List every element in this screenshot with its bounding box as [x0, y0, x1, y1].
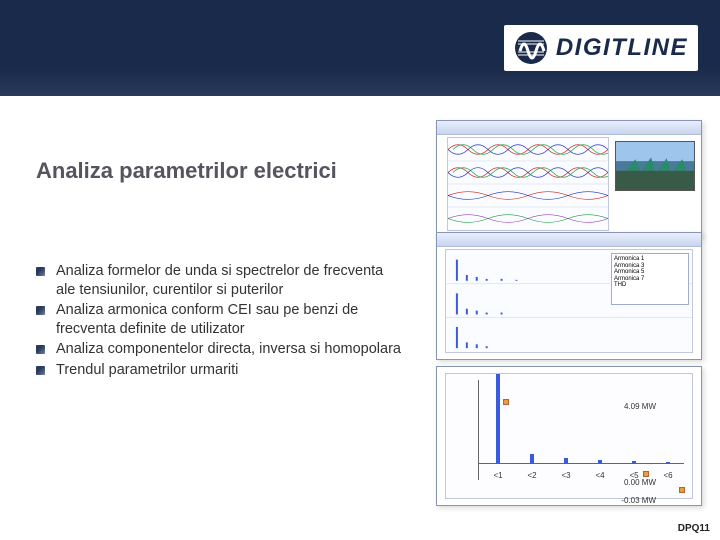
list-item: Analiza formelor de unda si spectrelor d… — [36, 262, 406, 299]
legend-line: Armonica 1 — [614, 256, 686, 263]
waveform-chart — [447, 137, 609, 231]
list-item: Analiza armonica conform CEI sau pe benz… — [36, 301, 406, 338]
header-bar: DIGITLINE — [0, 0, 720, 96]
footer-code: DPQ11 — [678, 523, 710, 534]
x-tick-label: <6 — [663, 471, 672, 480]
list-item: Analiza componentelor directa, inversa s… — [36, 340, 406, 359]
bar-chart: <1<2<3<4<5<64.09 MW0.00 MW-0.03 MW — [445, 373, 693, 499]
screenshot-waveforms — [436, 120, 702, 238]
screenshot-spectrum: Armonica 1 Armonica 3 Armonica 5 Armonic… — [436, 232, 702, 360]
window-titlebar — [437, 233, 701, 247]
bar — [598, 460, 602, 464]
legend-line: Armonica 5 — [614, 269, 686, 276]
spectrum-legend: Armonica 1 Armonica 3 Armonica 5 Armonic… — [611, 253, 689, 305]
legend-line: Armonica 7 — [614, 276, 686, 283]
bar — [530, 454, 534, 464]
x-tick-label: <1 — [493, 471, 502, 480]
data-marker — [643, 471, 649, 477]
x-tick-label: <2 — [527, 471, 536, 480]
screenshot-barchart: <1<2<3<4<5<64.09 MW0.00 MW-0.03 MW — [436, 366, 702, 506]
brand-name: DIGITLINE — [556, 34, 688, 62]
x-axis — [478, 463, 684, 464]
bar — [632, 461, 636, 464]
value-annotation: 4.09 MW — [624, 402, 656, 411]
wave-icon — [514, 31, 548, 65]
window-titlebar — [437, 121, 701, 135]
inset-dam-photo — [615, 141, 695, 191]
data-marker — [679, 487, 685, 493]
bar — [666, 462, 670, 464]
bar — [564, 458, 568, 464]
legend-line: THD — [614, 282, 686, 289]
value-annotation: -0.03 MW — [621, 496, 656, 505]
data-marker — [503, 399, 509, 405]
bullet-list: Analiza formelor de unda si spectrelor d… — [36, 262, 406, 381]
x-tick-label: <4 — [595, 471, 604, 480]
x-tick-label: <3 — [561, 471, 570, 480]
legend-line: Armonica 3 — [614, 263, 686, 270]
bar — [496, 374, 500, 464]
value-annotation: 0.00 MW — [624, 478, 656, 487]
list-item: Trendul parametrilor urmariti — [36, 361, 406, 380]
brand-logo: DIGITLINE — [504, 25, 698, 71]
page-title: Analiza parametrilor electrici — [36, 158, 337, 184]
y-axis — [478, 380, 479, 480]
